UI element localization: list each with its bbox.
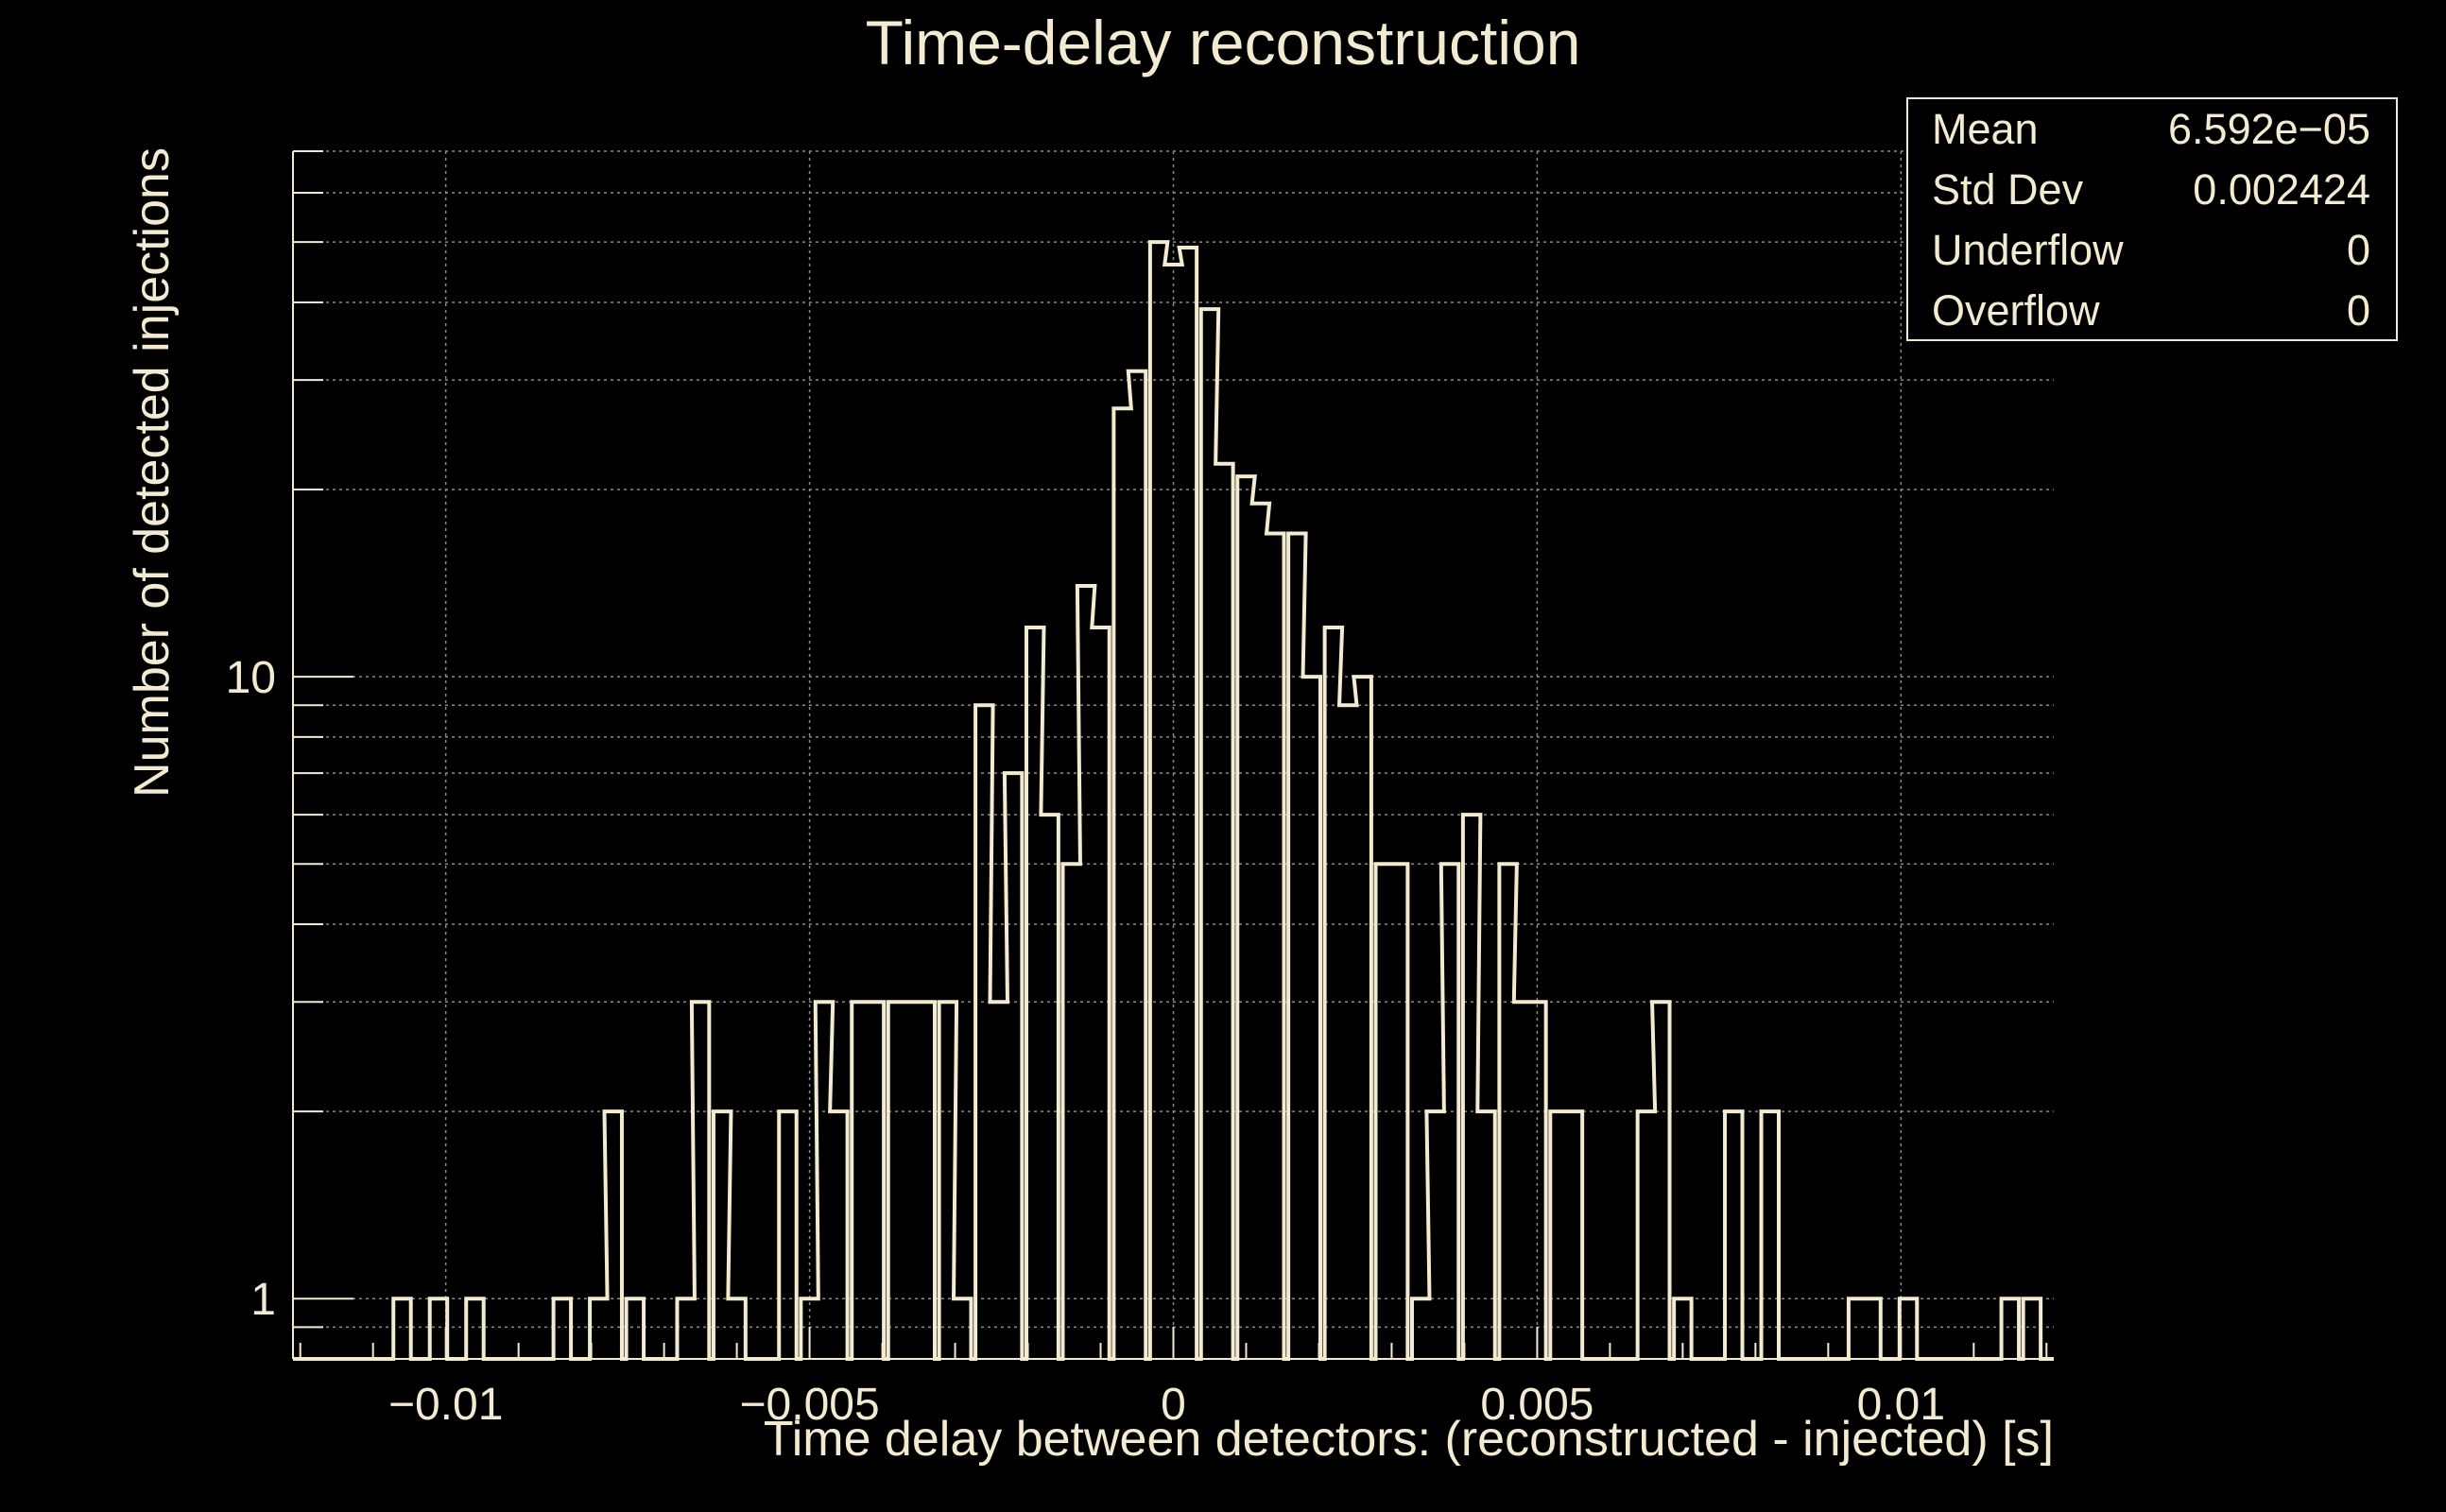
grid-layer	[293, 150, 2054, 1360]
histogram-bin	[830, 1111, 847, 1359]
x-tick-label: −0.005	[740, 1380, 880, 1430]
histogram-bin	[604, 1111, 621, 1359]
histogram-bin	[1128, 371, 1145, 1359]
stats-value-std-dev: 0.002424	[2193, 165, 2370, 214]
histogram-bin	[554, 1298, 571, 1359]
stats-value-mean: 6.592e−05	[2168, 105, 2370, 153]
stats-label-underflow: Underflow	[1932, 226, 2124, 274]
chart-title: Time-delay reconstruction	[866, 8, 1581, 77]
histogram-bin	[1092, 627, 1109, 1359]
histogram-bin	[1477, 1111, 1494, 1359]
histogram-bin	[1390, 864, 1407, 1359]
histogram-bin	[1528, 1002, 1545, 1359]
histogram-bin	[1353, 677, 1370, 1359]
stats-label-mean: Mean	[1932, 105, 2039, 153]
stats-label-overflow: Overflow	[1932, 286, 2100, 335]
histogram-bin	[393, 1298, 410, 1359]
histogram-bin	[466, 1298, 483, 1359]
histogram-bin	[1725, 1111, 1742, 1359]
histogram-outline	[293, 240, 2054, 1361]
stats-label-std-dev: Std Dev	[1932, 165, 2084, 214]
histogram-bin	[430, 1298, 447, 1359]
x-tick-label: 0.01	[1857, 1380, 1945, 1430]
histogram-bin	[1180, 248, 1197, 1359]
histogram-bin	[2002, 1298, 2019, 1359]
histogram-bin	[692, 1002, 709, 1359]
histogram-bin	[1565, 1111, 1582, 1359]
histogram-bin	[1900, 1298, 1917, 1359]
histogram-bin	[627, 1298, 644, 1359]
histogram-bin	[1215, 464, 1232, 1359]
histogram-bin	[918, 1002, 935, 1359]
x-tick-label: 0	[1161, 1380, 1186, 1430]
tick-layer: −0.01 −0.005 0 0.005 0.01 1 10	[226, 150, 2048, 1430]
y-tick-label: 10	[226, 653, 276, 703]
stats-value-underflow: 0	[2347, 226, 2370, 274]
x-tick-label: 0.005	[1480, 1380, 1593, 1430]
y-axis-label: Number of detected injections	[125, 147, 180, 798]
histogram-bin	[954, 1298, 971, 1359]
histogram-bin	[779, 1111, 796, 1359]
histogram-bin	[1762, 1111, 1779, 1359]
histogram-layer	[293, 240, 2054, 1361]
histogram-bin	[1266, 533, 1283, 1359]
histogram-bin	[1041, 815, 1058, 1359]
histogram-bin	[1005, 773, 1022, 1359]
x-axis-label: Time delay between detectors: (reconstru…	[764, 1412, 2054, 1467]
stats-box: Mean 6.592e−05 Std Dev 0.002424 Underflo…	[1906, 97, 2398, 341]
histogram-bin	[1652, 1002, 1669, 1359]
y-tick-label: 1	[250, 1275, 276, 1325]
histogram-bin	[867, 1002, 884, 1359]
histogram-bin	[2024, 1298, 2041, 1359]
stats-value-overflow: 0	[2347, 286, 2370, 335]
histogram-bin	[1441, 864, 1458, 1359]
histogram-bin	[1303, 677, 1320, 1359]
x-tick-label: −0.01	[388, 1380, 503, 1430]
stats-box-frame	[1906, 97, 2398, 341]
histogram-bin	[1863, 1298, 1880, 1359]
